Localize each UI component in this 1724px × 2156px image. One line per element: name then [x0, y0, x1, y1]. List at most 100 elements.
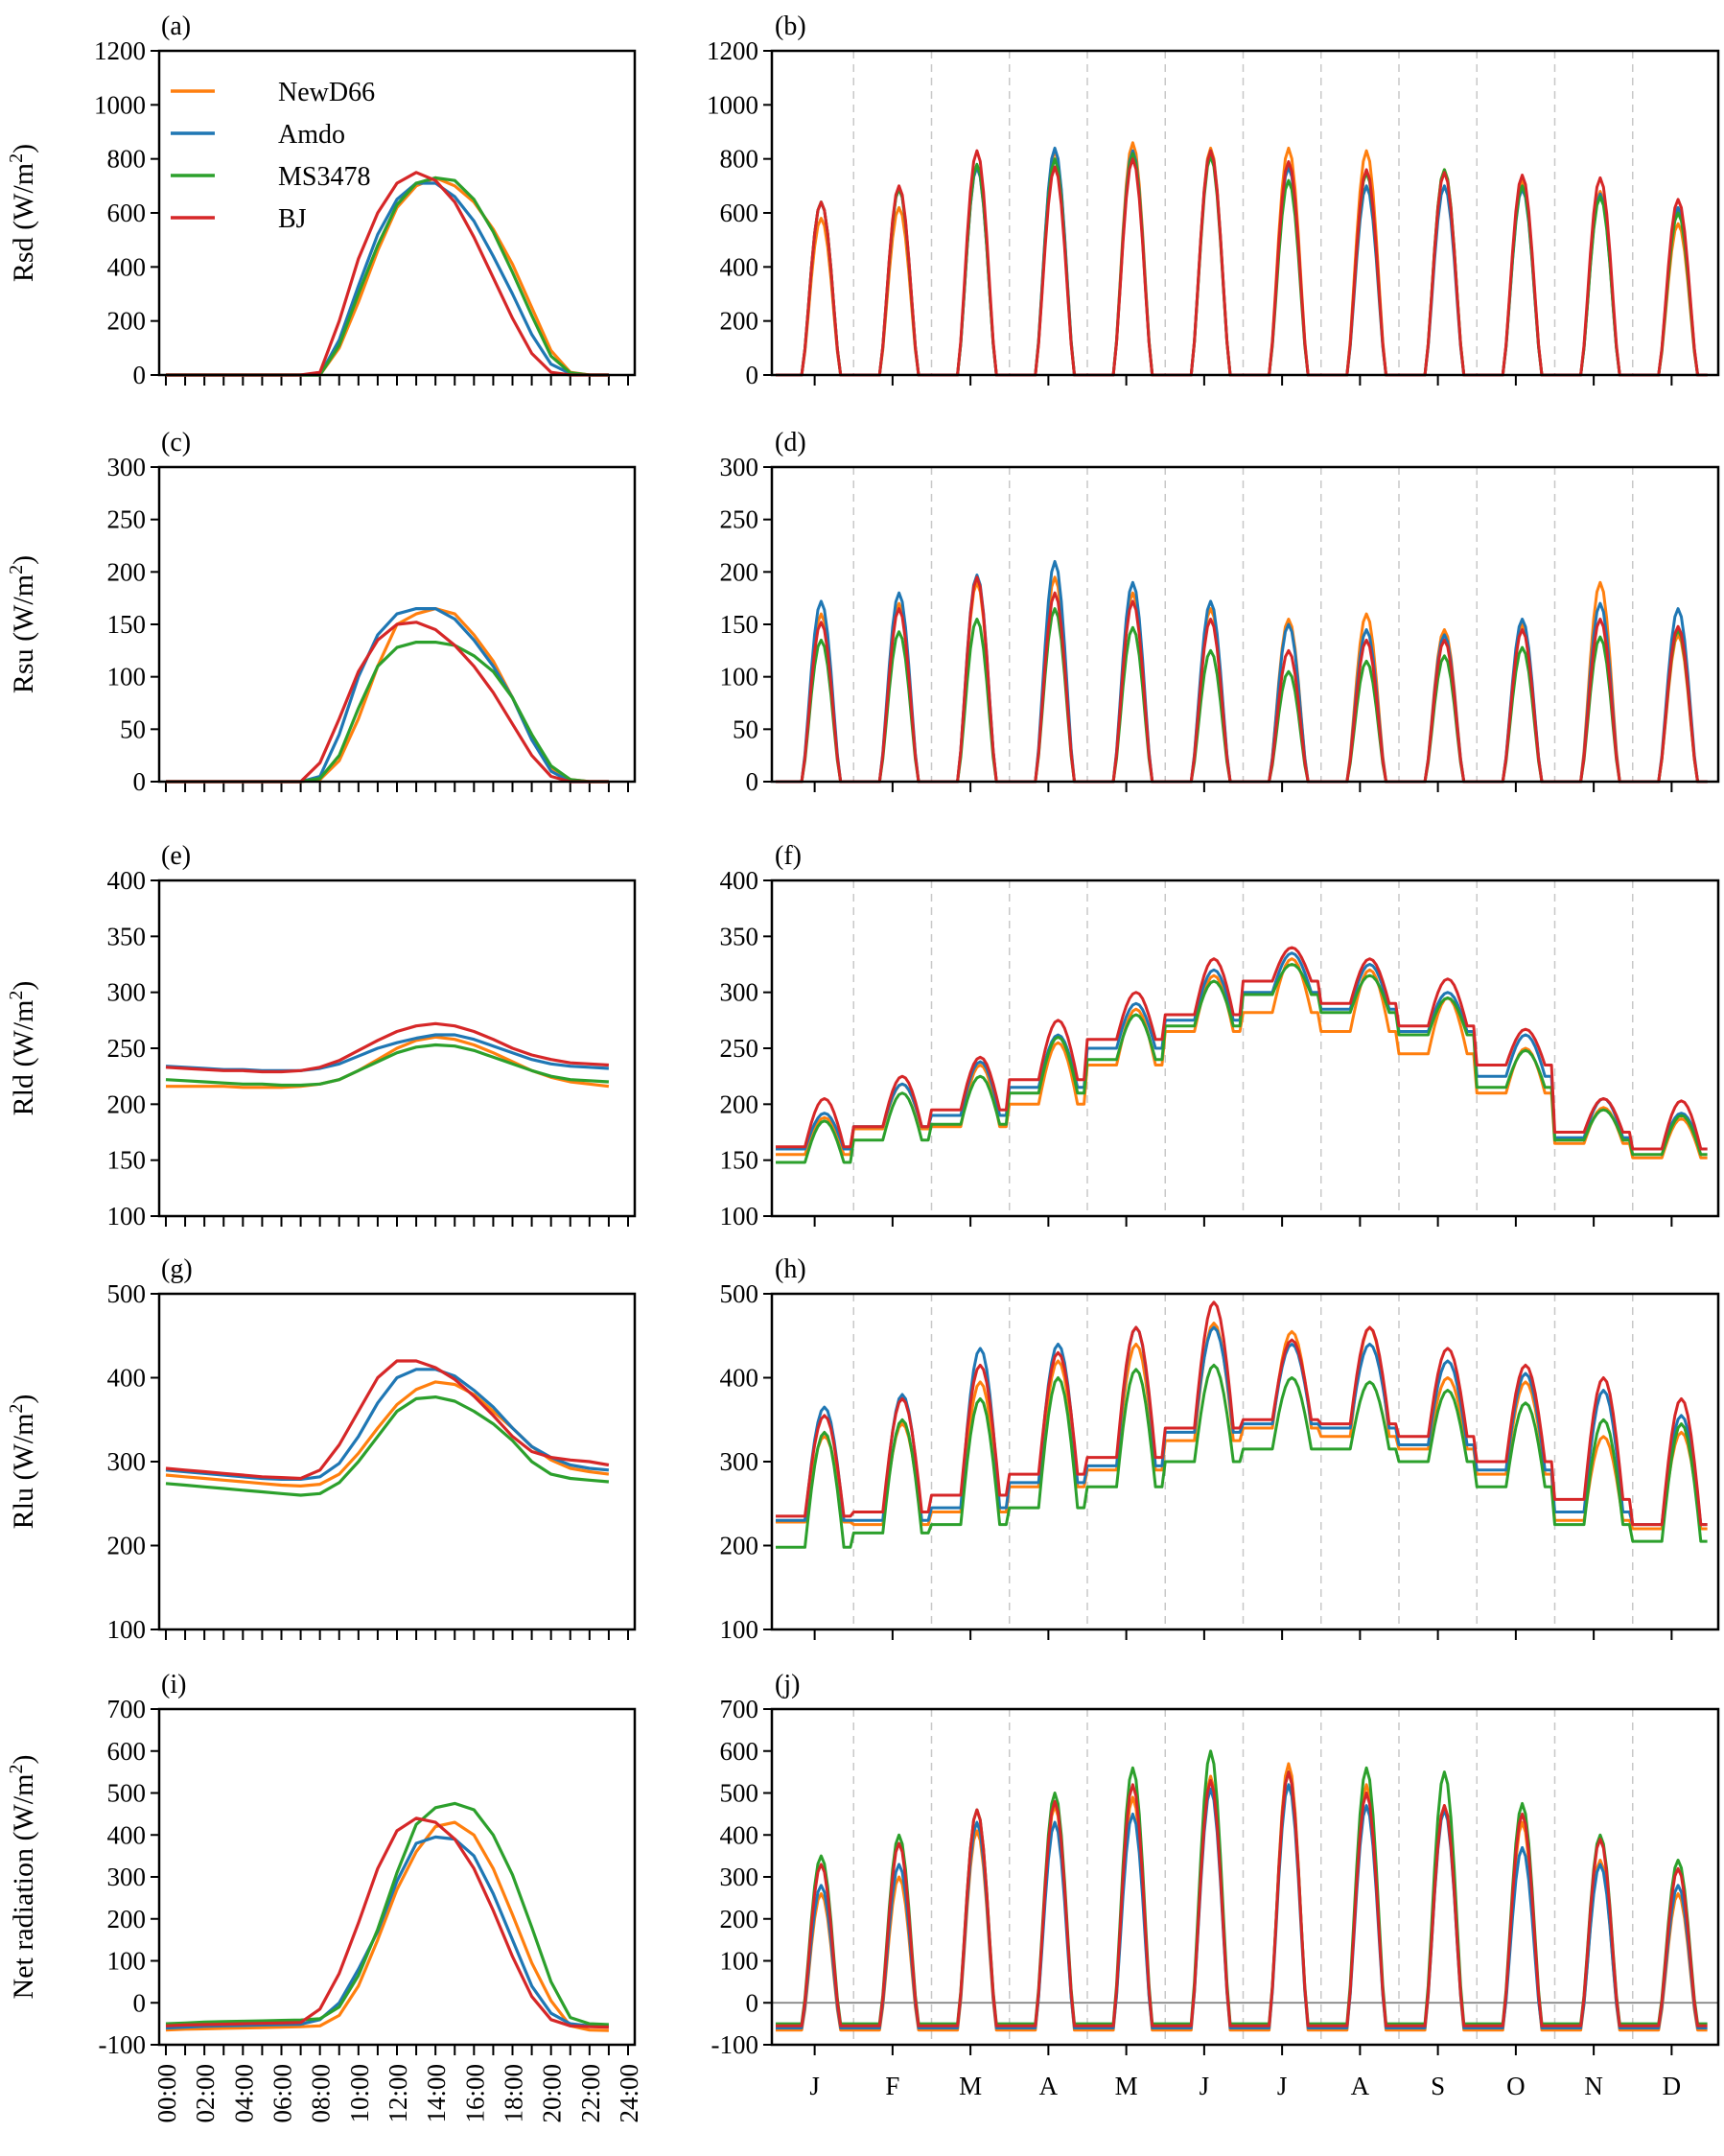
- x-tick-label-hour: 02:00: [191, 2064, 220, 2123]
- plot-frame: [770, 1292, 1720, 1631]
- x-tick-label-hour: 10:00: [345, 2064, 374, 2123]
- y-axis-label: Net radiation (W/m2): [6, 1755, 39, 2000]
- y-tick-label: 800: [107, 145, 147, 174]
- plot-frame: [157, 1292, 637, 1631]
- y-tick-label: 400: [107, 866, 147, 895]
- series-line-amdo: [165, 1835, 609, 2030]
- panel-g: 100 200 300 400 500 (g): [107, 1254, 637, 1644]
- y-tick-label: 150: [107, 1146, 147, 1175]
- x-tick-label-month: J: [1200, 2072, 1210, 2100]
- x-tick-label-hour: 06:00: [268, 2064, 297, 2123]
- panel-b: 0 200 400 600 800 1000 1200 (b): [707, 12, 1720, 389]
- panel-label: (d): [775, 428, 806, 457]
- y-tick-label: 50: [733, 715, 758, 743]
- y-tick-label: 0: [746, 361, 759, 389]
- series-line-ms3478: [166, 640, 609, 784]
- panel-label: (b): [775, 12, 806, 41]
- y-tick-label: 400: [107, 1364, 147, 1393]
- legend-label: MS3478: [278, 162, 370, 192]
- y-tick-label: 350: [720, 922, 759, 950]
- y-axis-label: Rsu (W/m2): [6, 555, 39, 693]
- y-tick-label: 300: [107, 978, 147, 1007]
- y-tick-label: 200: [107, 1905, 147, 1933]
- y-tick-label: 500: [107, 1279, 147, 1308]
- series-line-bj: [776, 575, 1708, 784]
- y-tick-label: 0: [746, 1988, 759, 2017]
- x-tick-label-hour: 24:00: [615, 2064, 643, 2123]
- y-tick-label: 250: [720, 1034, 759, 1063]
- panel-h: 100 200 300 400 500 (h): [720, 1254, 1720, 1644]
- series-line-amdo: [165, 1368, 610, 1482]
- panel-label: (f): [775, 841, 802, 871]
- panel-c: 0 50 100 150 200 250 300 (c): [107, 428, 637, 796]
- y-tick-label: 600: [720, 1737, 759, 1766]
- y-tick-label: 300: [720, 453, 759, 481]
- series-line-amdo: [166, 606, 609, 784]
- y-tick-label: 400: [720, 1820, 759, 1849]
- series-line-newd66: [165, 1380, 610, 1488]
- y-tick-label: 100: [107, 1202, 147, 1230]
- series-line-bj: [165, 1359, 610, 1481]
- x-tick-label-hour: 12:00: [384, 2064, 412, 2123]
- y-axis-label: Rsd (W/m2): [6, 144, 39, 282]
- y-tick-label: 600: [107, 1737, 147, 1766]
- y-tick-label: 100: [107, 1615, 147, 1644]
- y-tick-label: 1200: [707, 36, 758, 65]
- plot-frame: [157, 879, 637, 1218]
- y-tick-label: 150: [720, 610, 759, 639]
- plot-frame: [770, 465, 1720, 784]
- y-tick-label: 150: [720, 1146, 759, 1175]
- x-tick-label-hour: 00:00: [152, 2064, 181, 2123]
- x-tick-label-hour: 20:00: [538, 2064, 567, 2123]
- y-tick-label: 100: [720, 1615, 759, 1644]
- y-tick-label: 250: [107, 505, 147, 534]
- series-line-newd66: [165, 1820, 609, 2032]
- y-tick-label: 400: [720, 252, 759, 281]
- y-tick-label: 400: [720, 1364, 759, 1393]
- panel-j: -100 0 100 200 300 400 500 600 700 J F M A M J J A S O N D (j…: [711, 1670, 1720, 2100]
- x-tick-label-month: M: [959, 2072, 982, 2100]
- series-line-bj: [166, 171, 609, 377]
- panel-label: (i): [161, 1670, 186, 1699]
- y-tick-label: 1000: [94, 90, 146, 119]
- x-tick-label-month: N: [1584, 2072, 1603, 2100]
- y-tick-label: 400: [107, 252, 147, 281]
- panel-label: (g): [161, 1254, 193, 1284]
- series-line-bj: [776, 149, 1708, 377]
- panel-label: (h): [775, 1254, 806, 1284]
- series-line-bj: [776, 946, 1708, 1151]
- y-tick-label: 250: [720, 505, 759, 534]
- y-tick-label: 400: [720, 866, 759, 895]
- plot-frame: [770, 49, 1720, 377]
- x-tick-label-month: M: [1115, 2072, 1138, 2100]
- y-tick-label: 800: [720, 145, 759, 174]
- y-tick-label: 0: [746, 767, 759, 796]
- y-tick-label: 200: [107, 307, 147, 336]
- x-tick-label-month: D: [1663, 2072, 1682, 2100]
- panel-label: (a): [161, 12, 191, 41]
- panel-label: (e): [161, 841, 191, 871]
- x-tick-label-month: A: [1039, 2072, 1059, 2100]
- y-tick-label: 700: [107, 1695, 147, 1723]
- y-tick-label: 100: [107, 1947, 147, 1976]
- y-tick-label: 200: [107, 1532, 147, 1560]
- y-tick-label: 100: [720, 1947, 759, 1976]
- y-tick-label: 600: [720, 199, 759, 227]
- y-tick-label: 400: [107, 1820, 147, 1849]
- series-line-newd66: [166, 176, 609, 377]
- series-line-bj: [165, 1816, 609, 2029]
- x-tick-label-month: J: [809, 2072, 820, 2100]
- y-tick-label: 300: [720, 1863, 759, 1891]
- y-tick-label: 0: [133, 361, 147, 389]
- y-tick-label: 1200: [94, 36, 146, 65]
- plot-frame: [770, 1707, 1720, 2047]
- series-line-newd66: [776, 1762, 1708, 2032]
- panel-d: 0 50 100 150 200 250 300 (d): [720, 428, 1720, 796]
- series-line-bj: [776, 1770, 1708, 2027]
- y-tick-label: 100: [720, 663, 759, 691]
- x-tick-label-month: A: [1351, 2072, 1370, 2100]
- y-tick-label: 300: [107, 1863, 147, 1891]
- panel-a: 0 200 400 600 800 1000 1200 (a): [94, 12, 637, 389]
- y-tick-label: 600: [107, 199, 147, 227]
- y-tick-label: 200: [720, 557, 759, 586]
